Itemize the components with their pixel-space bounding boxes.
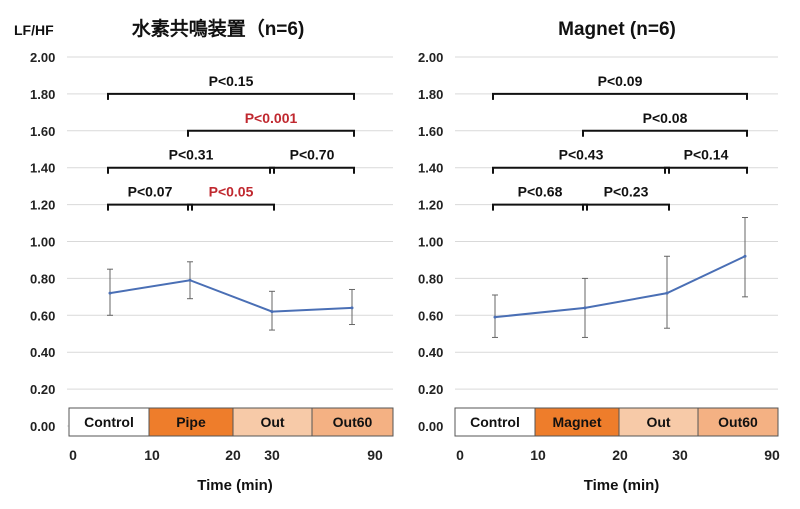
phase-band-4	[697, 407, 779, 437]
x-tick-label: 20	[225, 447, 241, 463]
x-tick-label: 10	[530, 447, 546, 463]
y-tick-label: 0.40	[418, 345, 443, 360]
phase-label: Magnet	[553, 414, 602, 430]
y-axis-label: LF/HF	[14, 22, 54, 38]
phase-label: Out	[646, 414, 670, 430]
x-tick-label: 0	[456, 447, 464, 463]
y-tick-label: 0.20	[418, 382, 443, 397]
y-tick-label: 1.00	[30, 235, 55, 250]
y-tick-label: 1.20	[30, 198, 55, 213]
x-tick-label: 30	[672, 447, 688, 463]
series-line	[494, 255, 746, 319]
phase-label: Control	[470, 414, 520, 430]
data-point	[350, 306, 354, 310]
x-tick-label: 30	[264, 447, 280, 463]
p-value-label: P<0.05	[209, 184, 254, 200]
phase-label: Out	[260, 414, 284, 430]
significance-bracket	[107, 166, 275, 174]
significance-bracket	[582, 203, 670, 211]
y-tick-label: 0.80	[418, 271, 443, 286]
y-tick-label: 2.00	[30, 50, 55, 65]
y-tick-label: 0.80	[30, 271, 55, 286]
p-value-label: P<0.68	[518, 184, 563, 200]
phase-band-2	[148, 407, 234, 437]
p-value-label: P<0.14	[684, 147, 729, 163]
phase-label: Control	[84, 414, 134, 430]
phase-label: Pipe	[176, 414, 206, 430]
significance-bracket	[107, 203, 193, 211]
x-tick-label: 0	[69, 447, 77, 463]
y-tick-label: 1.40	[418, 161, 443, 176]
phase-label: Out60	[718, 414, 758, 430]
data-point	[108, 291, 112, 295]
y-tick-label: 1.40	[30, 161, 55, 176]
chart-title: 水素共鳴装置（n=6)	[132, 17, 305, 40]
significance-bracket	[492, 166, 670, 174]
y-tick-label: 0.20	[30, 382, 55, 397]
y-tick-label: 0.40	[30, 345, 55, 360]
data-point	[665, 291, 669, 295]
significance-bracket	[492, 203, 588, 211]
x-tick-label: 20	[612, 447, 628, 463]
x-tick-label: 90	[367, 447, 383, 463]
p-value-label: P<0.09	[598, 73, 643, 89]
phase-band-4	[311, 407, 394, 437]
x-tick-label: 90	[764, 447, 780, 463]
significance-bracket	[269, 166, 355, 174]
chart-panel-1: 水素共鳴装置（n=6) 0.00 0.20 0.40 0.60 0.80 1.00 1.20 1…	[30, 17, 394, 494]
p-value-label: P<0.001	[245, 110, 298, 126]
series-line	[109, 279, 353, 313]
p-value-label: P<0.08	[643, 110, 688, 126]
p-value-label: P<0.31	[169, 147, 214, 163]
p-value-label: P<0.15	[209, 73, 254, 89]
chart-title: Magnet (n=6)	[558, 19, 676, 40]
y-tick-label: 1.80	[418, 87, 443, 102]
data-point	[270, 310, 274, 314]
significance-bracket	[582, 129, 748, 137]
data-point	[743, 254, 747, 258]
p-value-label: P<0.70	[290, 147, 335, 163]
x-tick-label: 10	[144, 447, 160, 463]
phase-band-1	[454, 407, 536, 437]
p-value-label: P<0.43	[559, 147, 604, 163]
significance-bracket	[187, 129, 355, 137]
y-tick-label: 0.00	[418, 419, 443, 434]
x-axis-label: Time (min)	[584, 477, 660, 494]
phase-label: Out60	[333, 414, 373, 430]
chart-panel-2: Magnet (n=6) 0.00 0.20 0.40 0.60 0.80 1.00 1.20…	[418, 19, 780, 494]
phase-band-2	[534, 407, 620, 437]
y-tick-label: 0.60	[30, 308, 55, 323]
y-tick-label: 1.60	[30, 124, 55, 139]
y-tick-label: 1.80	[30, 87, 55, 102]
phase-band-1	[68, 407, 150, 437]
data-point	[583, 306, 587, 310]
y-tick-label: 1.20	[418, 198, 443, 213]
p-value-label: P<0.07	[128, 184, 173, 200]
y-tick-label: 2.00	[418, 50, 443, 65]
significance-bracket	[492, 92, 748, 100]
significance-bracket	[107, 92, 355, 100]
data-point	[493, 315, 497, 319]
x-axis-label: Time (min)	[197, 477, 273, 494]
significance-bracket	[187, 203, 275, 211]
p-value-label: P<0.23	[604, 184, 649, 200]
y-tick-label: 1.00	[418, 235, 443, 250]
y-tick-label: 0.00	[30, 419, 55, 434]
phase-band-3	[618, 407, 699, 437]
y-tick-label: 0.60	[418, 308, 443, 323]
data-point	[188, 278, 192, 282]
significance-bracket	[664, 166, 748, 174]
y-tick-label: 1.60	[418, 124, 443, 139]
